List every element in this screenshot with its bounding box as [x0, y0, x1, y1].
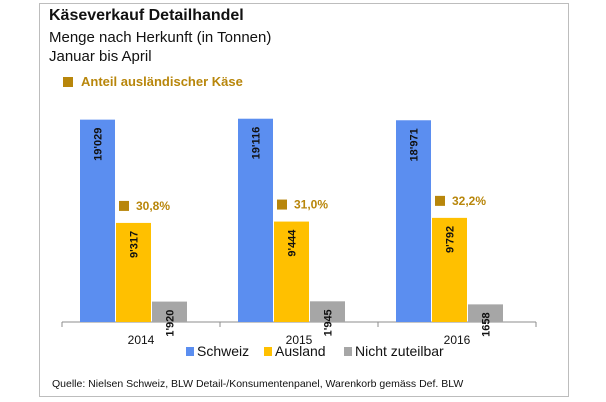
share-legend-label: Anteil ausländischer Käse: [81, 74, 243, 89]
bar-nicht-zuteilbar-2014: [152, 301, 187, 322]
legend-entry: Nicht zuteilbar: [355, 343, 444, 359]
share-legend-swatch: [63, 76, 73, 87]
share-legend: Anteil ausländischer Käse: [63, 74, 243, 89]
data-label: 18'971: [409, 128, 421, 161]
bar-ausland-2014: [116, 222, 151, 322]
share-marker: [435, 195, 445, 206]
legend-entry: Ausland: [275, 343, 326, 359]
share-marker: [277, 199, 287, 210]
share-label: 32,2%: [452, 194, 486, 208]
data-label: 1'920: [165, 310, 177, 337]
chart-title: Käseverkauf Detailhandel: [49, 7, 244, 24]
bar-schweiz-2015: [238, 118, 273, 323]
legend-swatch: [344, 347, 352, 356]
x-tick-label: 2015: [286, 333, 313, 347]
data-label: 1658: [481, 312, 493, 336]
data-label: 9'444: [287, 229, 299, 257]
data-label: 1'945: [323, 309, 335, 336]
data-label: 9'317: [129, 231, 141, 258]
data-label: 19'029: [93, 128, 105, 161]
legend-swatch: [264, 347, 272, 356]
chart-subtitle: Menge nach Herkunft (in Tonnen): [49, 29, 272, 46]
data-label: 19'116: [251, 127, 263, 160]
bar-nicht-zuteilbar-2015: [310, 301, 345, 322]
chart-frame: [39, 3, 569, 397]
bar-schweiz-2014: [80, 119, 115, 323]
x-tick-label: 2014: [128, 333, 155, 347]
bar-ausland-2015: [274, 221, 309, 322]
share-marker: [119, 200, 129, 211]
bar-ausland-2016: [432, 217, 467, 322]
legend-entry: Schweiz: [197, 343, 249, 359]
chart-period: Januar bis April: [49, 48, 152, 65]
bar-nicht-zuteilbar-2016: [468, 304, 503, 322]
bar-schweiz-2016: [396, 120, 431, 322]
x-tick-label: 2016: [444, 333, 471, 347]
legend-swatch: [186, 347, 194, 356]
data-label: 9'792: [445, 226, 457, 253]
source-note: Quelle: Nielsen Schweiz, BLW Detail-/Kon…: [52, 378, 464, 390]
share-label: 30,8%: [136, 199, 170, 213]
share-label: 31,0%: [294, 198, 328, 212]
